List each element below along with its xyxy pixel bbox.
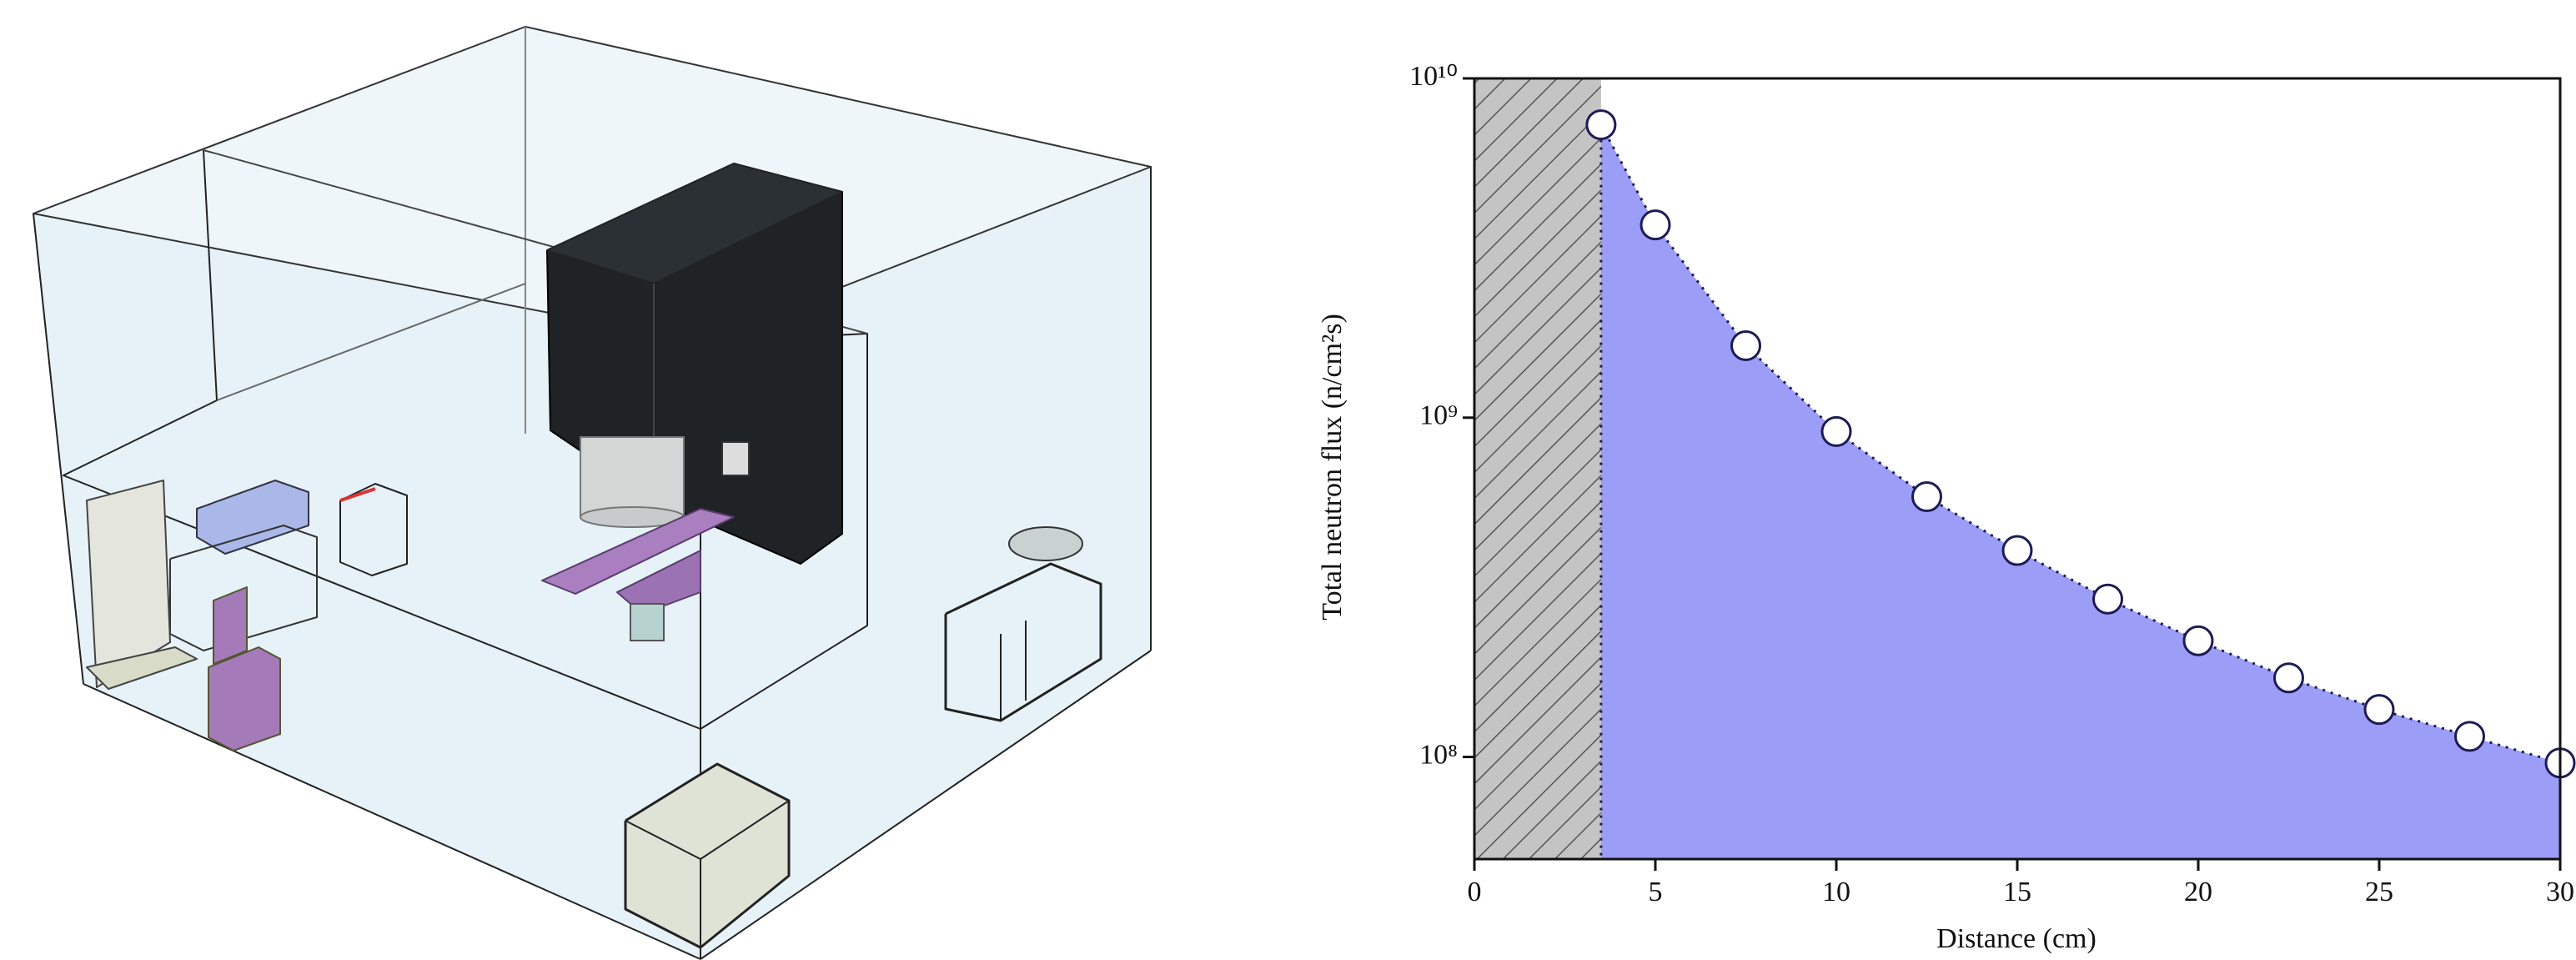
point [1913,482,1941,510]
point [1732,331,1760,359]
x-tick-label: 30 [2546,877,2574,907]
point [2094,585,2122,613]
x-tick-label: 25 [2365,877,2393,907]
x-tick-label: 10 [1822,877,1850,907]
point [2456,722,2484,751]
point [1587,111,1615,139]
y-tick-label: 10⁸ [1419,739,1458,770]
point [2003,536,2031,565]
chart: Total neutron flux (n/cm²s) Distance (cm… [1317,61,2574,954]
point [2365,696,2393,724]
y-tick-label: 10⁹ [1419,400,1458,431]
room-render [33,27,1151,959]
x-tick-label: 15 [2003,877,2031,907]
point [1822,417,1850,445]
point [2275,664,2303,692]
page: Total neutron flux (n/cm²s) Distance (cm… [0,0,2576,960]
area [1601,125,2560,859]
point [2184,626,2212,655]
figure: Total neutron flux (n/cm²s) Distance (cm… [0,0,2576,960]
y-axis-title: Total neutron flux (n/cm²s) [1317,314,1348,621]
x-tick-label: 5 [1649,877,1663,907]
x-tick-label: 20 [2184,877,2212,907]
x-axis-title: Distance (cm) [1936,923,2096,954]
hatched-region [1474,78,1601,859]
point [1641,211,1670,239]
x-tick-label: 0 [1468,877,1482,907]
y-tick-label: 10¹⁰ [1409,61,1458,92]
